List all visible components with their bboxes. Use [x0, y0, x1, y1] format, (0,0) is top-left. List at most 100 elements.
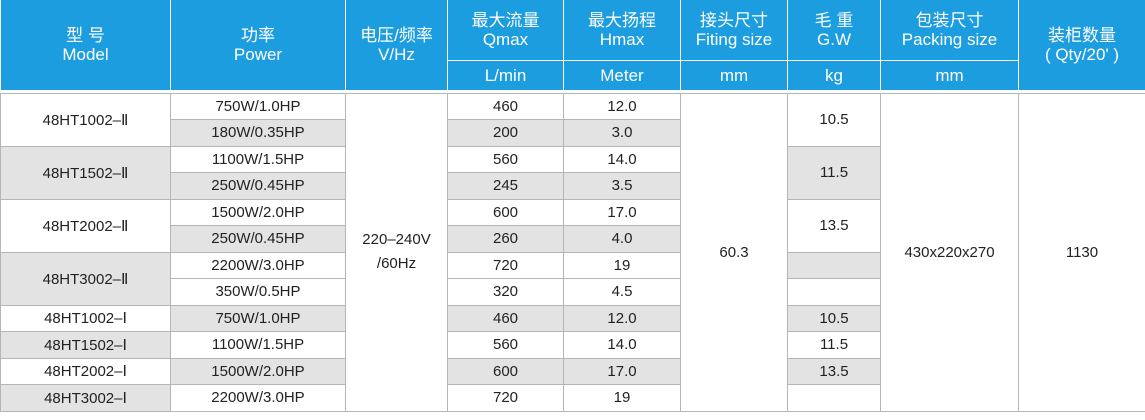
model-cell: 48HT1002–Ⅰ: [0, 304, 171, 332]
power-cell: 2200W/3.0HP: [170, 384, 346, 412]
hmax-cell: 19: [563, 251, 681, 279]
gw-cell: [787, 251, 881, 279]
hmax-cell: 4.0: [563, 225, 681, 253]
table-row: 48HT1502–Ⅱ 1100W/1.5HP 560 14.0 11.5: [0, 145, 1145, 200]
power-cell: 1100W/1.5HP: [170, 331, 346, 359]
power-cell: 250W/0.45HP: [170, 172, 346, 200]
table-row: 48HT3002–Ⅰ 2200W/3.0HP 720 19: [0, 384, 1145, 412]
header-zh: 功率: [241, 25, 275, 45]
voltage-cell: 220–240V/60Hz: [345, 92, 448, 412]
hmax-cell: 14.0: [563, 331, 681, 359]
hmax-cell: 12.0: [563, 304, 681, 332]
gw-cell: [787, 384, 881, 412]
power-cell: 250W/0.45HP: [170, 225, 346, 253]
qmax-cell: 560: [447, 331, 564, 359]
qmax-cell: 560: [447, 145, 564, 173]
power-cell: 1500W/2.0HP: [170, 357, 346, 385]
header-cell: 功率 Power: [170, 0, 346, 91]
header-zh: 最大流量: [471, 10, 540, 30]
header-en: Hmax: [599, 29, 645, 49]
qty-cell: 1130: [1018, 92, 1145, 412]
header-cell: 毛 重 G.W: [787, 0, 881, 61]
header-en: Qmax: [482, 29, 529, 49]
power-cell: 1500W/2.0HP: [170, 198, 346, 226]
gw-cell: 13.5: [787, 198, 881, 253]
header-en: Fiting size: [695, 29, 773, 49]
hmax-cell: 14.0: [563, 145, 681, 173]
table-body: 48HT1002–Ⅱ 750W/1.0HP 220–240V/60Hz 460 12.0…: [0, 92, 1145, 412]
model-cell: 48HT3002–Ⅱ: [0, 251, 171, 306]
power-cell: 1100W/1.5HP: [170, 145, 346, 173]
table-row: 250W/0.45HP 245 3.5: [1, 172, 1145, 200]
header-unit: mm: [680, 60, 788, 91]
hmax-cell: 17.0: [563, 357, 681, 385]
header-cell: 最大扬程 Hmax: [563, 0, 681, 61]
power-cell: 350W/0.5HP: [170, 278, 346, 306]
header-zh: 毛 重: [814, 10, 854, 30]
qmax-cell: 600: [447, 198, 564, 226]
qmax-cell: 200: [447, 119, 564, 147]
gw-cell: [787, 278, 881, 306]
table-row: 48HT2002–Ⅱ 1500W/2.0HP 600 17.0 13.5: [0, 198, 1145, 253]
header-cell: 接头尺寸 Fiting size: [680, 0, 788, 61]
qmax-cell: 260: [447, 225, 564, 253]
model-cell: 48HT1502–Ⅰ: [0, 331, 171, 359]
table-row: 180W/0.35HP 200 3.0: [1, 119, 1145, 147]
gw-cell: 11.5: [787, 331, 881, 359]
gw-cell: 11.5: [787, 145, 881, 200]
gw-cell: 10.5: [787, 92, 881, 147]
hmax-cell: 3.5: [563, 172, 681, 200]
qmax-cell: 720: [447, 384, 564, 412]
header-zh: 最大扬程: [588, 10, 656, 30]
voltage-line: 220–240V: [362, 231, 431, 248]
qmax-cell: 245: [447, 172, 564, 200]
header-cell: 装柜数量( Qty/20' ): [1018, 0, 1145, 91]
header-cell: 电压/频率 V/Hz: [345, 0, 448, 91]
hmax-cell: 12.0: [563, 92, 681, 120]
hmax-cell: 4.5: [563, 278, 681, 306]
model-cell: 48HT3002–Ⅰ: [0, 384, 171, 412]
model-cell: 48HT1002–Ⅱ: [0, 92, 171, 147]
qmax-cell: 460: [447, 304, 564, 332]
header-en: Model: [62, 44, 109, 64]
header-unit: kg: [787, 60, 881, 91]
hmax-cell: 17.0: [563, 198, 681, 226]
header-cell: 最大流量 Qmax: [447, 0, 564, 61]
table-row: 48HT1002–Ⅱ 750W/1.0HP 220–240V/60Hz 460 12.0…: [0, 92, 1145, 412]
header-unit: L/min: [447, 60, 564, 91]
qmax-cell: 320: [447, 278, 564, 306]
power-cell: 750W/1.0HP: [170, 92, 346, 120]
header-en: V/Hz: [378, 44, 415, 64]
qmax-cell: 720: [447, 251, 564, 279]
header-zh: 接头尺寸: [700, 10, 768, 30]
model-cell: 48HT2002–Ⅰ: [0, 357, 171, 385]
table-row: 48HT2002–Ⅰ 1500W/2.0HP 600 17.0 13.5: [0, 357, 1145, 385]
header-en: Power: [233, 44, 283, 64]
hmax-cell: 3.0: [563, 119, 681, 147]
header-zh: 型 号: [66, 25, 105, 45]
gw-cell: 13.5: [787, 357, 881, 385]
header-en: ( Qty/20' ): [1044, 44, 1120, 64]
header-en: Packing size: [901, 29, 998, 49]
header-en: G.W: [817, 29, 851, 49]
header-unit: mm: [880, 60, 1019, 91]
gw-cell: 10.5: [787, 304, 881, 332]
model-cell: 48HT1502–Ⅱ: [0, 145, 171, 200]
header-unit: Meter: [563, 60, 681, 91]
header-zh: 电压/频率: [360, 25, 433, 45]
power-cell: 750W/1.0HP: [170, 304, 346, 332]
power-cell: 180W/0.35HP: [170, 119, 346, 147]
hmax-cell: 19: [563, 384, 681, 412]
model-cell: 48HT2002–Ⅱ: [0, 198, 171, 253]
header-zh: 装柜数量: [1048, 25, 1116, 45]
header-cell: 型 号 Model: [0, 0, 171, 91]
table-row: 250W/0.45HP 260 4.0: [1, 225, 1145, 253]
packing-cell: 430x220x270: [880, 92, 1019, 412]
fitting-cell: 60.3: [680, 92, 788, 412]
qmax-cell: 600: [447, 357, 564, 385]
voltage-line: /60Hz: [376, 255, 417, 272]
power-cell: 2200W/3.0HP: [170, 251, 346, 279]
qmax-cell: 460: [447, 92, 564, 120]
